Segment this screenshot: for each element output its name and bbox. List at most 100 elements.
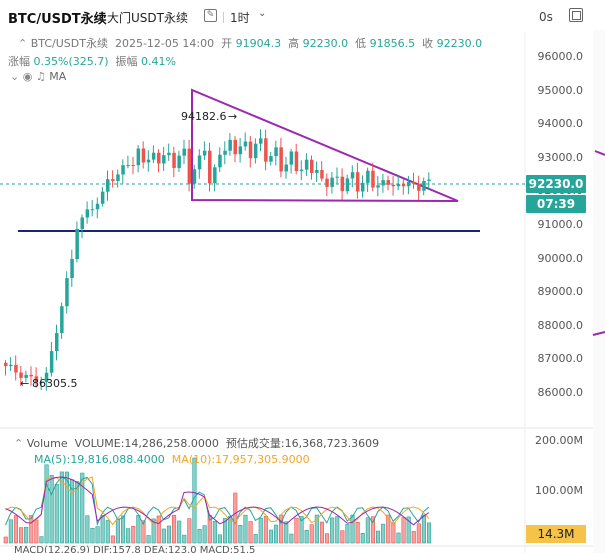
- chevron-down-icon[interactable]: ⌄: [258, 8, 267, 19]
- collapse-icon[interactable]: ⌃: [14, 437, 24, 450]
- volume-bar: [396, 532, 401, 544]
- eye-icon[interactable]: ◉: [22, 70, 33, 83]
- legend-datetime: 2025-12-05 14:00: [114, 37, 215, 50]
- candle-body: [422, 180, 426, 191]
- volume-bar: [54, 484, 59, 544]
- volume-bar: [49, 475, 54, 544]
- vol-ma10-label: MA(10):: [171, 453, 216, 466]
- price-axis-tick: 94000.0: [537, 117, 584, 131]
- candle-body: [391, 184, 396, 187]
- candle-body: [274, 147, 278, 157]
- candle-body: [335, 176, 339, 178]
- volume-ma-lines: [5, 476, 430, 527]
- candle-body: [75, 228, 79, 260]
- candle-body: [228, 139, 232, 151]
- candle-body: [213, 167, 217, 184]
- candle-body: [208, 150, 212, 184]
- ohlc-legend: ⌃ BTC/USDT永续 2025-12-05 14:00 开 91904.3 …: [18, 35, 482, 51]
- volume-bar: [426, 522, 432, 544]
- candle-body: [111, 179, 115, 181]
- volume-ma-line: [5, 476, 430, 526]
- est-volume-label: 预估成交量:: [225, 437, 285, 450]
- candle-body: [264, 138, 268, 162]
- price-axis-tick: 90000.0: [537, 251, 584, 265]
- volume-bar: [335, 516, 340, 544]
- price-axis-tick: 96000.0: [537, 50, 584, 63]
- candle-body: [95, 203, 100, 210]
- candle-body: [427, 179, 431, 181]
- change-label: 涨幅: [8, 55, 30, 68]
- candle-body: [355, 172, 360, 192]
- collapse-icon[interactable]: ⌃: [18, 37, 28, 50]
- candle-body: [401, 184, 406, 187]
- candle-body: [100, 191, 105, 204]
- candle-body: [325, 178, 329, 187]
- volume-value-label: VOLUME:: [74, 437, 125, 450]
- volume-bar: [360, 533, 365, 544]
- volume-bar: [3, 536, 8, 544]
- candle-body: [162, 155, 166, 164]
- candle-body: [197, 155, 202, 170]
- symbol-title[interactable]: BTC/USDT永续: [8, 12, 107, 27]
- high-label: 高: [288, 37, 300, 50]
- price-axis-tick: 89000.0: [537, 285, 584, 299]
- volume-bar: [411, 531, 416, 544]
- volume-bar: [90, 527, 95, 544]
- high-value: 92230.0: [302, 37, 349, 50]
- volume-bar: [141, 520, 146, 544]
- volume-bar: [80, 472, 85, 544]
- candle-body: [39, 382, 44, 384]
- candle-body: [243, 141, 248, 147]
- price-axis-tick: 95000.0: [537, 83, 584, 97]
- collapse-icon[interactable]: ⌄: [10, 70, 20, 83]
- candle-body: [55, 333, 59, 352]
- volume-bar: [243, 514, 248, 544]
- volume-bar: [182, 534, 187, 544]
- volume-bar: [386, 514, 391, 544]
- candle-body: [182, 148, 186, 156]
- volume-bar: [217, 534, 222, 544]
- volume-bar: [401, 517, 406, 544]
- volume-bar: [100, 515, 105, 544]
- candle-body: [19, 372, 23, 378]
- interval-selector[interactable]: 1时: [230, 11, 250, 25]
- candle-body: [345, 178, 350, 192]
- price-axis-tick: 88000.0: [537, 318, 584, 332]
- volume-bar: [406, 516, 411, 544]
- candle-body: [284, 164, 288, 172]
- bell-icon[interactable]: ♫: [35, 70, 46, 83]
- candle-body: [49, 351, 54, 373]
- volume-bar: [238, 525, 243, 544]
- candle-body: [248, 141, 253, 159]
- volume-bar: [314, 514, 319, 544]
- volume-bar: [304, 530, 309, 544]
- low-marker-label: 86305.5: [32, 377, 78, 390]
- volume-bar: [156, 515, 161, 544]
- candle-body: [396, 184, 401, 187]
- volume-bar: [223, 518, 228, 544]
- candle-body: [151, 152, 156, 160]
- candle-body: [202, 150, 207, 156]
- low-value: 91856.5: [369, 37, 416, 50]
- candle-body: [361, 182, 365, 192]
- candle-body: [371, 170, 375, 188]
- legend-symbol: BTC/USDT永续: [30, 37, 108, 50]
- macd-legend: MACD(12,26,9) DIF:157.8 DEA:123.0 MACD:5…: [14, 545, 256, 553]
- volume-axis-tick: 200.00M: [535, 434, 583, 447]
- volume-bar: [64, 471, 69, 544]
- volume-bar: [263, 516, 268, 544]
- volume-bar: [258, 517, 263, 544]
- fullscreen-icon[interactable]: [569, 8, 583, 22]
- change-value: 0.35%(325.7): [33, 55, 109, 68]
- volume-bar: [24, 526, 29, 544]
- high-marker-label: 94182.6: [181, 110, 227, 123]
- volume-bar: [34, 519, 39, 544]
- volume-bar: [177, 520, 182, 544]
- venue-label[interactable]: 大门USDT永续: [107, 11, 188, 25]
- candles-group: [4, 129, 431, 391]
- volume-bar: [131, 525, 136, 544]
- candle-body: [177, 155, 181, 168]
- edit-icon[interactable]: ✎: [204, 9, 217, 22]
- descending-triangle[interactable]: [191, 88, 459, 202]
